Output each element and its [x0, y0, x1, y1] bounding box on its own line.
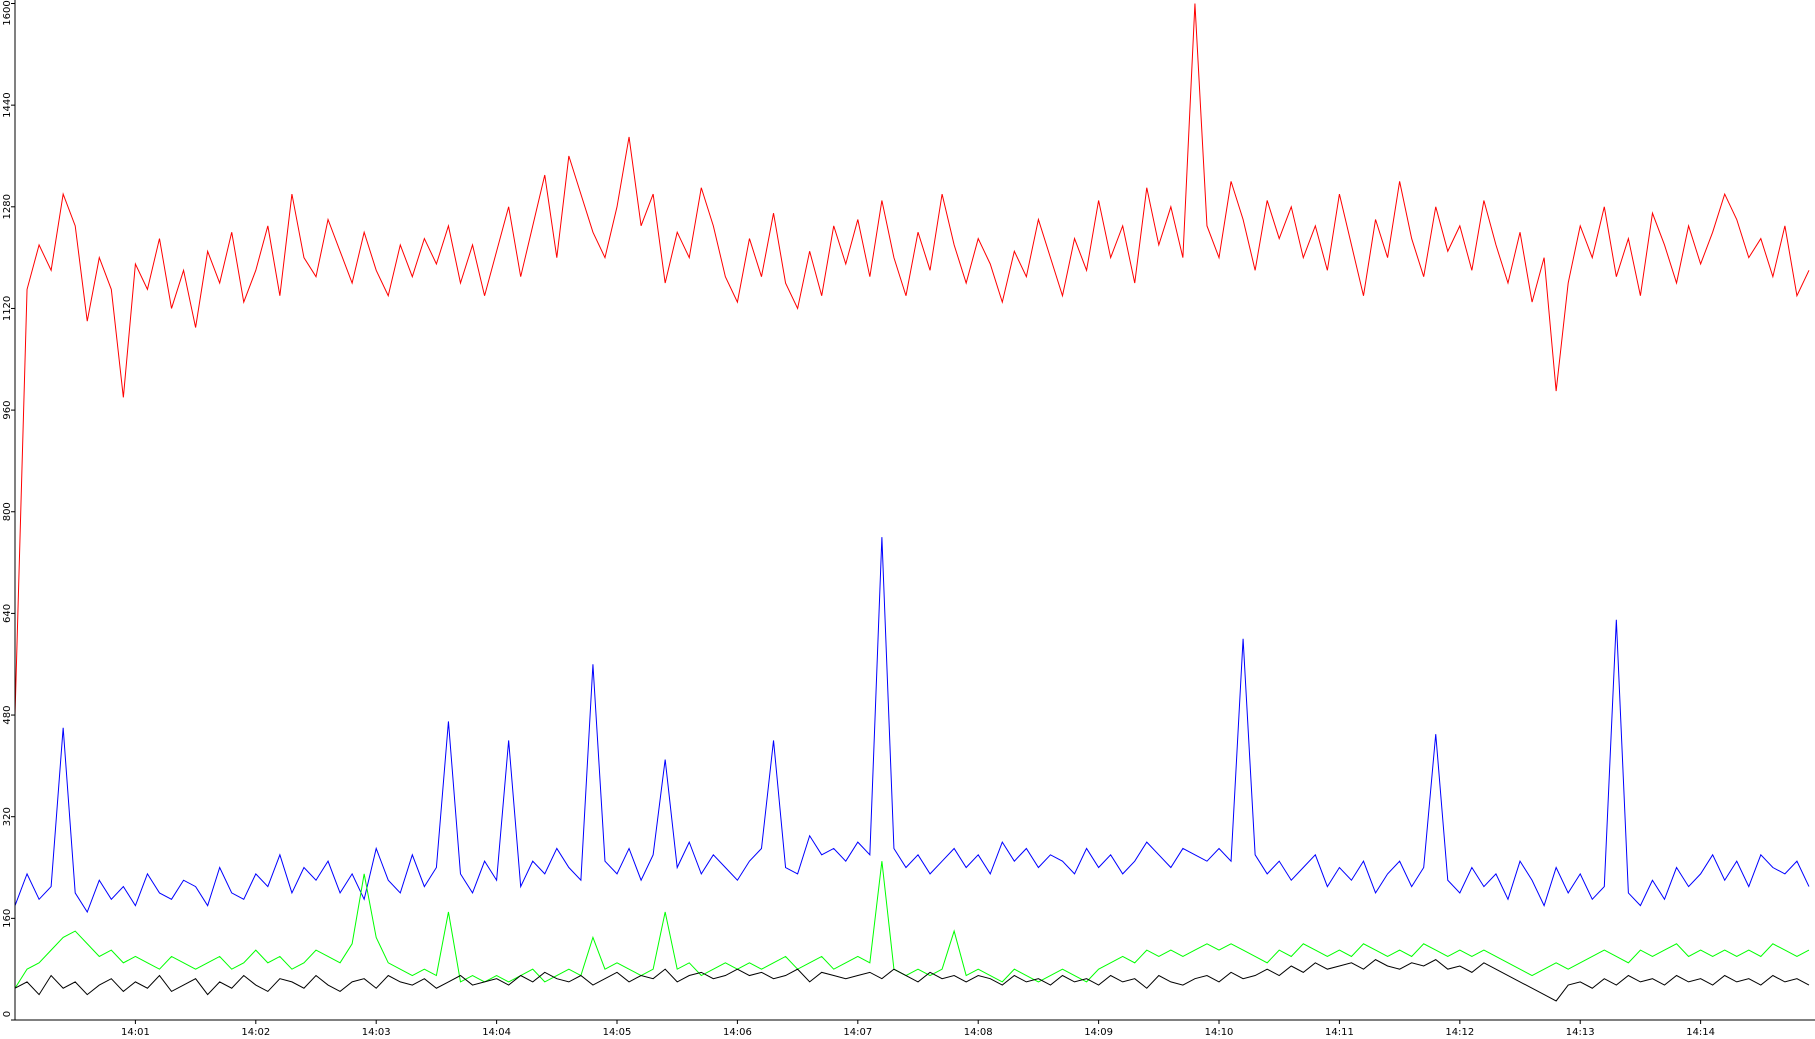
y-tick-label: 320 [2, 807, 13, 826]
x-tick-label: 14:07 [843, 1027, 872, 1038]
y-tick-label: 960 [2, 401, 13, 420]
x-tick-label: 14:12 [1445, 1027, 1474, 1038]
x-tick-label: 14:02 [241, 1027, 270, 1038]
y-tick-label: 480 [2, 706, 13, 725]
y-tick-label: 1120 [2, 296, 13, 321]
x-tick-label: 14:03 [362, 1027, 391, 1038]
x-tick-label: 14:11 [1325, 1027, 1354, 1038]
y-tick-label: 1440 [2, 92, 13, 117]
x-tick-label: 14:04 [482, 1027, 511, 1038]
y-tick-label: 800 [2, 502, 13, 521]
y-tick-label: 1600 [2, 0, 13, 25]
y-tick-label: 1280 [2, 194, 13, 219]
y-tick-label: 640 [2, 604, 13, 623]
x-tick-label: 14:14 [1686, 1027, 1715, 1038]
x-tick-label: 14:10 [1205, 1027, 1234, 1038]
y-tick-label: 160 [2, 909, 13, 928]
series-line [14, 537, 1810, 914]
x-tick-label: 14:08 [964, 1027, 993, 1038]
y-tick-label: 0 [2, 1011, 13, 1017]
x-tick-label: 14:09 [1084, 1027, 1113, 1038]
series-line [14, 861, 1810, 989]
series-line [14, 959, 1810, 1002]
x-tick-label: 14:13 [1566, 1027, 1595, 1038]
x-tick-label: 14:05 [603, 1027, 632, 1038]
x-tick-label: 14:06 [723, 1027, 752, 1038]
x-tick-label: 14:01 [121, 1027, 150, 1038]
series-line [14, 3, 1810, 716]
